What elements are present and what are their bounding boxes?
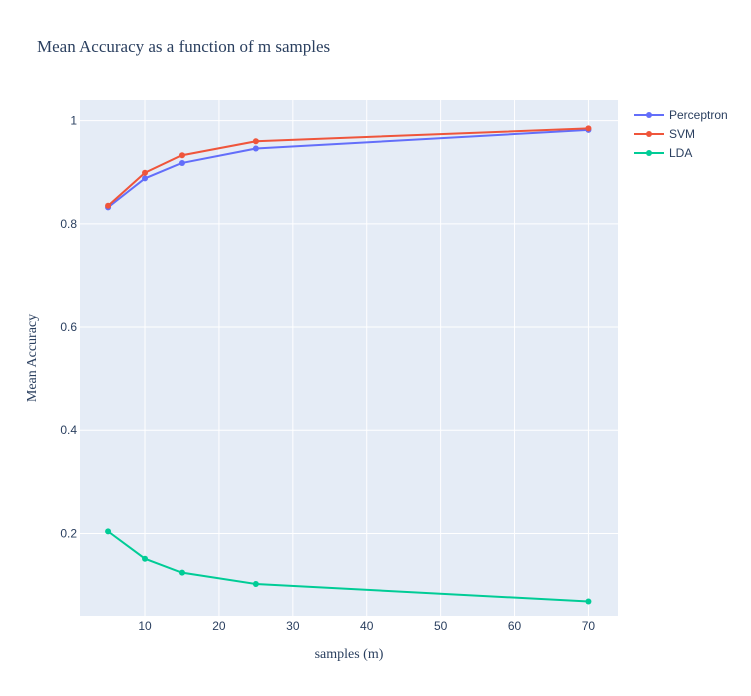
y-tick-label: 0.4 [60,423,77,437]
legend-item-perceptron[interactable]: Perceptron [634,108,728,122]
x-tick-label: 10 [138,619,152,633]
data-point-perceptron[interactable] [252,145,259,152]
chart-title: Mean Accuracy as a function of m samples [37,37,330,56]
legend-marker-swatch [646,112,652,118]
y-tick-label: 0.8 [60,217,77,231]
y-tick-label: 0.6 [60,320,77,334]
legend-item-svm[interactable]: SVM [634,127,695,141]
data-point-lda[interactable] [105,528,112,535]
legend-label: SVM [669,127,695,141]
data-point-svm[interactable] [178,152,185,159]
x-tick-label: 60 [508,619,522,633]
data-point-svm[interactable] [142,169,149,176]
data-point-perceptron[interactable] [178,159,185,166]
x-tick-label: 30 [286,619,300,633]
data-point-lda[interactable] [142,555,149,562]
y-axis: 0.2 0.4 0.6 0.8 1 [60,114,77,541]
legend-label: LDA [669,146,692,160]
series-points [105,125,592,605]
data-point-lda[interactable] [252,581,259,588]
plot-area [80,100,618,616]
legend-marker-swatch [646,150,652,156]
data-point-svm[interactable] [105,202,112,209]
data-point-lda[interactable] [178,569,185,576]
x-axis-title: samples (m) [315,647,384,662]
y-tick-label: 0.2 [60,526,77,540]
y-tick-label: 1 [70,114,77,128]
data-point-svm[interactable] [252,138,259,145]
x-tick-label: 20 [212,619,226,633]
grid [80,100,618,616]
data-point-lda[interactable] [585,598,592,605]
legend: Perceptron SVM LDA [634,108,728,160]
data-point-svm[interactable] [585,125,592,132]
x-tick-label: 40 [360,619,374,633]
data-point-perceptron[interactable] [142,175,149,182]
legend-item-lda[interactable]: LDA [634,146,692,160]
legend-marker-swatch [646,131,652,137]
y-axis-title: Mean Accuracy [25,314,40,402]
x-tick-label: 70 [582,619,596,633]
x-tick-label: 50 [434,619,448,633]
legend-label: Perceptron [669,108,728,122]
x-axis: 10 20 30 40 50 60 70 [138,619,595,633]
